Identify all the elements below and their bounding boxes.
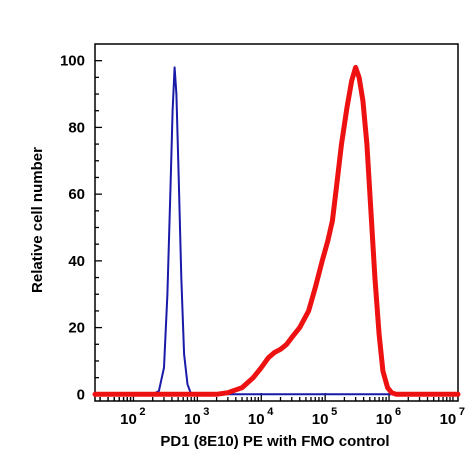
y-tick-label: 20 [68, 320, 85, 337]
x-tick-label: 10 [376, 411, 393, 428]
x-tick-exponent: 4 [267, 406, 274, 418]
y-axis-title: Relative cell number [29, 147, 46, 293]
y-tick-label: 40 [68, 253, 85, 270]
series-layer [92, 64, 461, 397]
x-tick-label: 10 [440, 411, 457, 428]
x-tick-label: 10 [120, 411, 137, 428]
fmo-control-histogram-line [94, 66, 459, 396]
x-tick-exponent: 5 [331, 406, 337, 418]
x-tick-exponent: 7 [459, 406, 465, 418]
x-tick-label: 10 [248, 411, 265, 428]
plot-frame [94, 43, 459, 402]
x-tick-exponent: 2 [139, 406, 145, 418]
y-tick-label: 0 [77, 386, 85, 403]
x-tick-exponent: 6 [395, 406, 401, 418]
x-axis-title: PD1 (8E10) PE with FMO control [160, 433, 389, 450]
x-tick-exponent: 3 [203, 406, 209, 418]
y-tick-label: 80 [68, 119, 85, 136]
pd1-pe-histogram-line [92, 64, 461, 397]
y-tick-label: 60 [68, 186, 85, 203]
x-tick-label: 10 [184, 411, 201, 428]
x-tick-label: 10 [312, 411, 329, 428]
y-tick-label: 100 [60, 53, 85, 70]
